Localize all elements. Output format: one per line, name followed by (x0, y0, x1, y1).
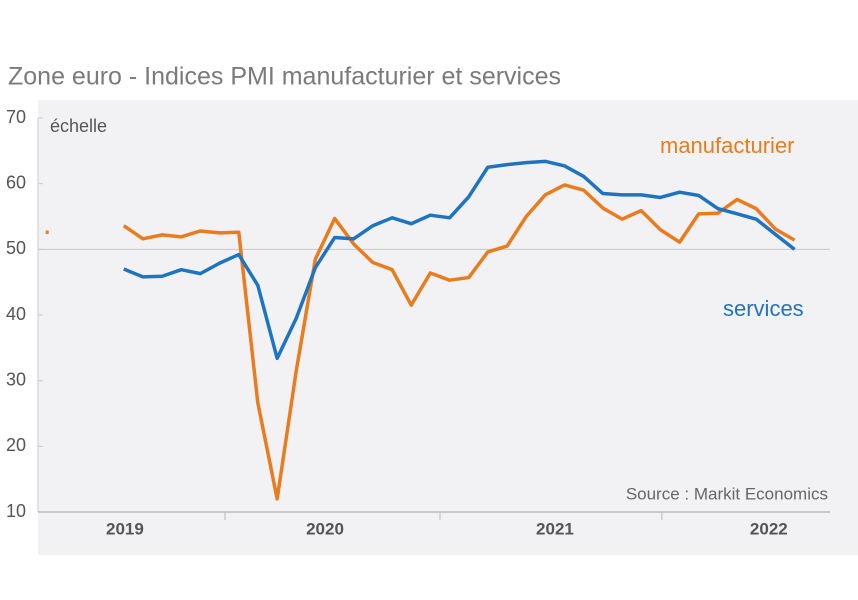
series-line (45, 183, 796, 501)
plot-background (38, 100, 858, 555)
y-tick-label: 60 (6, 172, 26, 192)
series-line (123, 159, 796, 361)
y-tick-label: 20 (6, 435, 26, 455)
legend-label: manufacturier (660, 133, 795, 158)
x-tick-label: 2019 (106, 519, 144, 538)
x-tick-label: 2020 (306, 519, 344, 538)
y-tick-label: 30 (6, 369, 26, 389)
y-tick-label: 40 (6, 304, 26, 324)
y-axis-label: échelle (50, 116, 107, 136)
y-tick-label: 70 (6, 107, 26, 127)
y-tick-label: 10 (6, 501, 26, 521)
source-note: Source : Markit Economics (626, 484, 828, 503)
chart-title: Zone euro - Indices PMI manufacturier et… (8, 63, 561, 91)
y-tick-label: 50 (6, 238, 26, 258)
legend-label: services (723, 296, 804, 321)
x-tick-label: 2022 (750, 519, 788, 538)
x-tick-label: 2021 (536, 519, 574, 538)
